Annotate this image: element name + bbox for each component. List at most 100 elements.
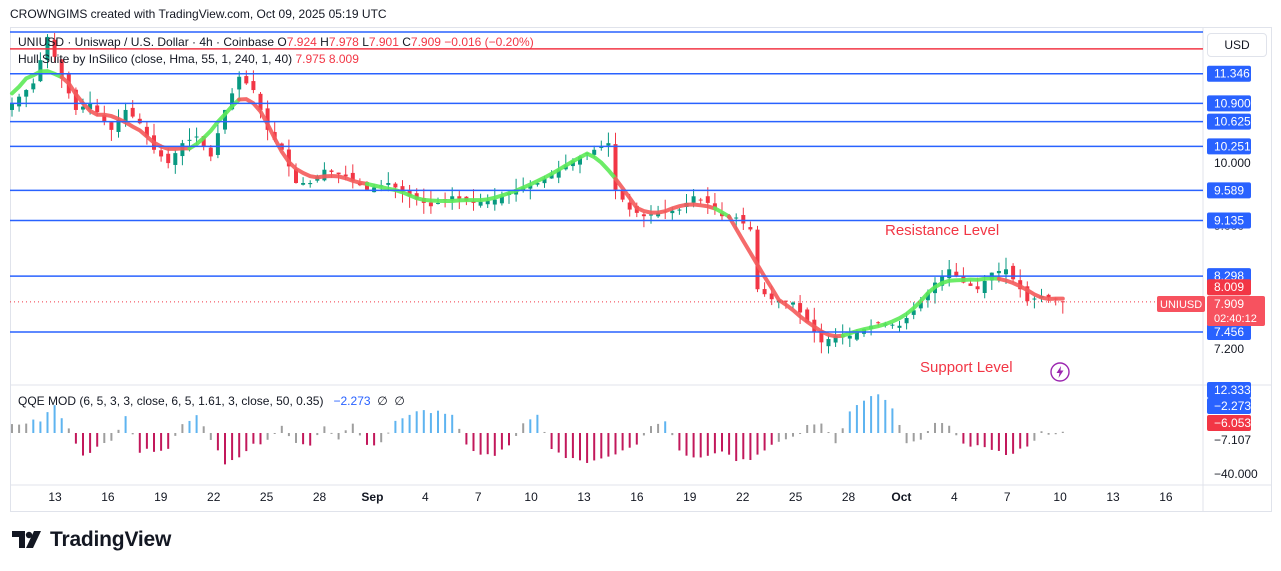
candle-body[interactable]: [88, 103, 93, 110]
candle-body[interactable]: [301, 183, 306, 185]
candle-body[interactable]: [95, 105, 100, 113]
candle-body[interactable]: [826, 339, 831, 347]
candle-body[interactable]: [599, 146, 604, 148]
candle-body[interactable]: [890, 324, 895, 326]
candle-body[interactable]: [670, 210, 675, 214]
candle-body[interactable]: [24, 90, 29, 97]
candle-body[interactable]: [741, 215, 746, 224]
candle-body[interactable]: [1025, 286, 1030, 302]
candle-body[interactable]: [499, 196, 504, 204]
candle-body[interactable]: [59, 59, 64, 77]
candle-body[interactable]: [904, 318, 909, 324]
candle-body[interactable]: [1011, 265, 1016, 280]
qqe-legend[interactable]: QQE MOD (6, 5, 3, 3, close, 6, 5, 1.61, …: [18, 394, 405, 408]
candle-body[interactable]: [528, 185, 533, 189]
candle-body[interactable]: [286, 149, 291, 167]
candle-body[interactable]: [854, 332, 859, 340]
candle-body[interactable]: [677, 209, 682, 211]
candle-body[interactable]: [308, 183, 313, 185]
candle-body[interactable]: [925, 292, 930, 301]
candle-body[interactable]: [620, 190, 625, 200]
qqe-value-tag[interactable]: [1207, 415, 1251, 431]
candle-body[interactable]: [258, 93, 263, 110]
candle-body[interactable]: [17, 96, 22, 107]
candle-body[interactable]: [918, 302, 923, 309]
candle-body[interactable]: [450, 196, 455, 201]
level-price-tag[interactable]: [1207, 212, 1251, 229]
candle-body[interactable]: [876, 322, 881, 324]
candle-body[interactable]: [187, 139, 192, 141]
candle-body[interactable]: [166, 153, 171, 164]
candle-body[interactable]: [230, 93, 235, 110]
candle-body[interactable]: [130, 107, 135, 117]
candle-body[interactable]: [805, 309, 810, 323]
level-price-tag[interactable]: [1207, 65, 1251, 82]
candle-body[interactable]: [10, 103, 14, 110]
candle-body[interactable]: [194, 136, 199, 138]
hull-price-tag[interactable]: [1207, 279, 1251, 296]
candle-body[interactable]: [237, 76, 242, 90]
candle-body[interactable]: [691, 196, 696, 203]
candle-body[interactable]: [783, 300, 788, 302]
level-price-tag[interactable]: [1207, 113, 1251, 130]
candle-body[interactable]: [400, 186, 405, 192]
candle-body[interactable]: [897, 325, 902, 328]
candle-body[interactable]: [1004, 269, 1008, 275]
candle-body[interactable]: [734, 217, 739, 219]
candle-body[interactable]: [982, 280, 987, 293]
lightning-icon[interactable]: [1050, 362, 1070, 382]
candle-body[interactable]: [31, 83, 36, 90]
candle-body[interactable]: [73, 89, 78, 110]
candle-body[interactable]: [996, 270, 1001, 274]
level-price-tag[interactable]: [1207, 138, 1251, 155]
tradingview-logo[interactable]: TradingView: [12, 528, 171, 552]
level-price-tag[interactable]: [1207, 182, 1251, 199]
candle-body[interactable]: [769, 293, 774, 300]
currency-button[interactable]: USD: [1207, 33, 1267, 57]
candle-body[interactable]: [578, 156, 582, 165]
candle-body[interactable]: [343, 174, 348, 177]
candle-body[interactable]: [485, 200, 490, 205]
symbol-tag[interactable]: [1157, 296, 1205, 312]
candle-body[interactable]: [535, 183, 540, 185]
candle-body[interactable]: [847, 335, 852, 339]
candle-body[interactable]: [649, 214, 653, 216]
candle-body[interactable]: [436, 202, 440, 204]
candle-body[interactable]: [613, 144, 618, 190]
candle-body[interactable]: [748, 227, 753, 230]
candle-body[interactable]: [1046, 294, 1051, 298]
candle-body[interactable]: [911, 310, 916, 315]
candle-body[interactable]: [549, 174, 554, 179]
candle-body[interactable]: [492, 199, 497, 205]
candle-body[interactable]: [791, 302, 795, 305]
candle-body[interactable]: [201, 136, 206, 147]
candle-body[interactable]: [144, 126, 149, 137]
candle-body[interactable]: [102, 114, 107, 122]
candle-body[interactable]: [542, 178, 547, 184]
candle-body[interactable]: [215, 133, 220, 155]
candle-body[interactable]: [968, 283, 973, 286]
candle-body[interactable]: [428, 202, 433, 207]
hull-legend[interactable]: Hull Suite by InSilico (close, Hma, 55, …: [18, 52, 359, 66]
candle-body[interactable]: [975, 286, 980, 290]
level-price-tag[interactable]: [1207, 95, 1251, 112]
qqe-value-tag[interactable]: [1207, 398, 1251, 414]
candle-body[interactable]: [265, 108, 270, 130]
candle-body[interactable]: [798, 303, 803, 313]
candle-body[interactable]: [656, 212, 661, 217]
candle-body[interactable]: [109, 122, 114, 130]
candle-body[interactable]: [251, 81, 256, 91]
current-price-tag[interactable]: [1207, 296, 1265, 326]
candle-body[interactable]: [116, 119, 121, 132]
candle-body[interactable]: [641, 214, 646, 217]
qqe-value-tag[interactable]: [1207, 382, 1251, 398]
candle-body[interactable]: [698, 199, 703, 201]
candle-body[interactable]: [592, 149, 597, 155]
candle-body[interactable]: [606, 143, 611, 146]
candle-body[interactable]: [478, 201, 483, 206]
candle-body[interactable]: [81, 106, 85, 110]
candle-body[interactable]: [705, 196, 710, 203]
candle-body[interactable]: [244, 76, 249, 84]
candle-body[interactable]: [457, 196, 462, 199]
